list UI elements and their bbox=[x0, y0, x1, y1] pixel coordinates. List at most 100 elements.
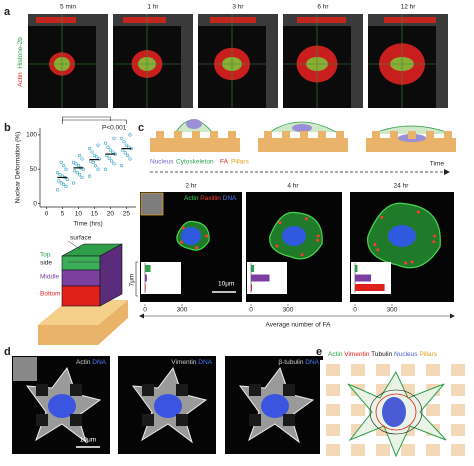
pillar bbox=[426, 404, 440, 416]
stain: β-tubulin bbox=[278, 359, 303, 366]
data-point bbox=[76, 164, 80, 168]
data-point bbox=[65, 177, 69, 182]
xz-cell bbox=[384, 17, 436, 23]
pillar bbox=[264, 131, 272, 139]
y-tick-label: 100 bbox=[26, 132, 37, 139]
pillar bbox=[376, 444, 390, 456]
pillar bbox=[351, 364, 365, 376]
yz-view bbox=[266, 14, 278, 108]
cube-label: side bbox=[40, 260, 52, 267]
pillar-gap bbox=[36, 414, 48, 426]
data-point bbox=[122, 140, 126, 144]
cube-layer bbox=[61, 255, 101, 271]
channel-label: Actin Histone-2b bbox=[17, 37, 24, 87]
data-point bbox=[87, 174, 92, 178]
time-label: 1 hr bbox=[147, 4, 159, 11]
substrate bbox=[38, 300, 128, 345]
legend-item: Actin bbox=[328, 351, 343, 358]
pillar-base bbox=[366, 138, 456, 152]
pillar bbox=[451, 364, 465, 376]
significance-bracket bbox=[62, 116, 111, 121]
nucleus bbox=[382, 397, 406, 427]
stain-label: Actin Paxillin DNA bbox=[184, 195, 237, 202]
pillar-base bbox=[150, 138, 240, 152]
pillar bbox=[318, 131, 326, 139]
data-point bbox=[103, 167, 108, 171]
data-point bbox=[77, 173, 82, 177]
x-tick-label: 300 bbox=[177, 307, 188, 314]
data-point bbox=[95, 155, 99, 159]
pillar-gap bbox=[249, 414, 261, 426]
time-label: 4 hr bbox=[287, 183, 299, 190]
arrow-head bbox=[444, 169, 450, 175]
pillar bbox=[326, 444, 340, 456]
data-point bbox=[128, 157, 132, 161]
stain-label: Actin DNA bbox=[76, 359, 107, 366]
nucleus bbox=[282, 226, 306, 246]
data-point bbox=[87, 147, 92, 151]
stain-actin: Actin bbox=[184, 195, 199, 202]
micrographs bbox=[12, 14, 454, 454]
data-point bbox=[109, 159, 114, 163]
x-tick-label: 0 bbox=[143, 307, 147, 314]
focal-adhesion bbox=[275, 244, 279, 248]
data-point bbox=[64, 184, 68, 188]
channel-actin: Actin bbox=[17, 72, 24, 87]
focal-adhesion bbox=[380, 215, 384, 219]
pillar-gap bbox=[142, 384, 154, 396]
data-point bbox=[61, 164, 66, 168]
bracket bbox=[135, 261, 138, 297]
yz-view bbox=[351, 14, 363, 108]
cytoskeleton-diagram bbox=[320, 360, 472, 464]
pillar bbox=[451, 384, 465, 396]
focal-adhesion bbox=[416, 210, 420, 214]
cube-label: Bottom bbox=[40, 291, 61, 298]
pointer bbox=[67, 240, 81, 250]
data-point bbox=[128, 133, 132, 137]
stain-paxillin: Paxillin bbox=[200, 195, 221, 202]
pillar bbox=[326, 424, 340, 436]
data-point bbox=[106, 145, 110, 149]
pillar-gap bbox=[283, 414, 295, 426]
data-point bbox=[90, 150, 94, 154]
pillar-gap bbox=[176, 414, 188, 426]
data-point bbox=[74, 162, 78, 166]
nucleus bbox=[292, 124, 312, 132]
data-point bbox=[59, 181, 63, 185]
x-tick-label: 15 bbox=[91, 211, 99, 218]
stain-dna: DNA bbox=[223, 195, 237, 202]
schematic-label: FA bbox=[220, 159, 229, 166]
focal-adhesion bbox=[404, 261, 408, 265]
data-point bbox=[75, 171, 79, 175]
focal-adhesion bbox=[433, 234, 437, 238]
pillar bbox=[451, 424, 465, 436]
focal-adhesion bbox=[410, 260, 414, 264]
stain-label: β-tubulin DNA bbox=[278, 359, 319, 366]
data-point bbox=[112, 162, 116, 166]
pillar-gap bbox=[283, 384, 295, 396]
x-axis-label: Time (hrs) bbox=[73, 221, 102, 228]
channel-histone: Histone-2b bbox=[17, 37, 24, 69]
xz-cell bbox=[210, 17, 256, 23]
legend: Actin Vimentin Tubulin Nucleus Pillars bbox=[328, 351, 438, 358]
time-label: 3 hr bbox=[232, 4, 244, 11]
pillar bbox=[326, 384, 340, 396]
data-point bbox=[97, 157, 101, 161]
bar bbox=[355, 284, 385, 291]
legend-item: Tubulin bbox=[371, 351, 392, 358]
stain-dna: DNA bbox=[92, 359, 106, 366]
stain-dna: DNA bbox=[198, 359, 212, 366]
x-tick-label: 0 bbox=[353, 307, 357, 314]
pillar bbox=[156, 131, 164, 139]
bar bbox=[251, 265, 255, 272]
data-point bbox=[124, 143, 128, 147]
panel-label: e bbox=[316, 346, 322, 358]
legend-item: Vimentin bbox=[344, 351, 370, 358]
data-point bbox=[58, 173, 62, 177]
bar bbox=[145, 284, 146, 291]
bar bbox=[251, 274, 270, 282]
pillar bbox=[282, 131, 290, 139]
x-tick-label: 0 bbox=[249, 307, 253, 314]
data-point bbox=[103, 141, 108, 145]
pillar bbox=[228, 131, 236, 139]
